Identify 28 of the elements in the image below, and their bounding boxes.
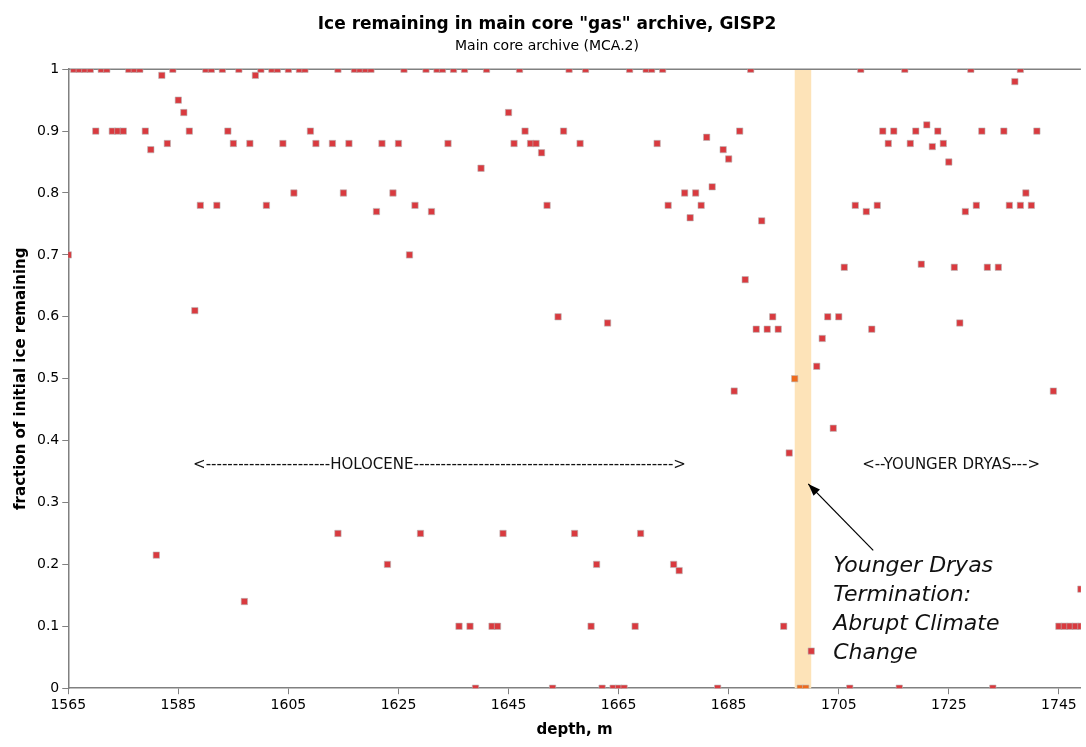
y-tick-label: 0.2 <box>37 555 60 572</box>
x-tick-label: 1565 <box>50 696 87 713</box>
x-tick-label: 1605 <box>270 696 307 713</box>
x-tick-label: 1725 <box>931 696 967 713</box>
x-tick-label: 1685 <box>710 696 747 713</box>
x-tick-label: 1665 <box>600 696 637 713</box>
y-axis-title: fraction of initial ice remaining <box>10 247 29 510</box>
x-tick-label: 1705 <box>820 696 857 713</box>
y-tick-label: 0.8 <box>37 183 60 200</box>
x-tick-label: 1585 <box>160 696 197 713</box>
x-axis-title: depth, m <box>536 719 613 738</box>
y-tick-label: 0.7 <box>37 245 60 262</box>
y-tick-label: 0.1 <box>37 616 60 633</box>
y-tick-label: 0.9 <box>37 121 60 138</box>
y-tick-label: 0.4 <box>37 431 60 448</box>
annotation: <-----------------------HOLOCENE------------------------------------------------> <box>193 455 686 474</box>
chart-title: Ice remaining in main core "gas" archive, GISP2 <box>317 12 777 33</box>
y-tick-label: 0.5 <box>37 369 60 386</box>
band-label: Younger Dryas Termination: Abrupt Climate Change <box>831 552 1000 665</box>
y-tick-label: 0.6 <box>37 307 60 324</box>
y-tick-label: 0.3 <box>37 493 60 510</box>
x-tick-label: 1625 <box>380 696 417 713</box>
x-tick-label: 1645 <box>490 696 527 713</box>
chart-subtitle: Main core archive (MCA.2) <box>455 37 639 54</box>
y-tick-label: 1 <box>50 59 60 76</box>
y-tick-label: 0 <box>50 678 60 695</box>
annotation: <--YOUNGER DRYAS---> <box>862 455 1040 474</box>
x-tick-label: 1745 <box>1041 696 1077 713</box>
